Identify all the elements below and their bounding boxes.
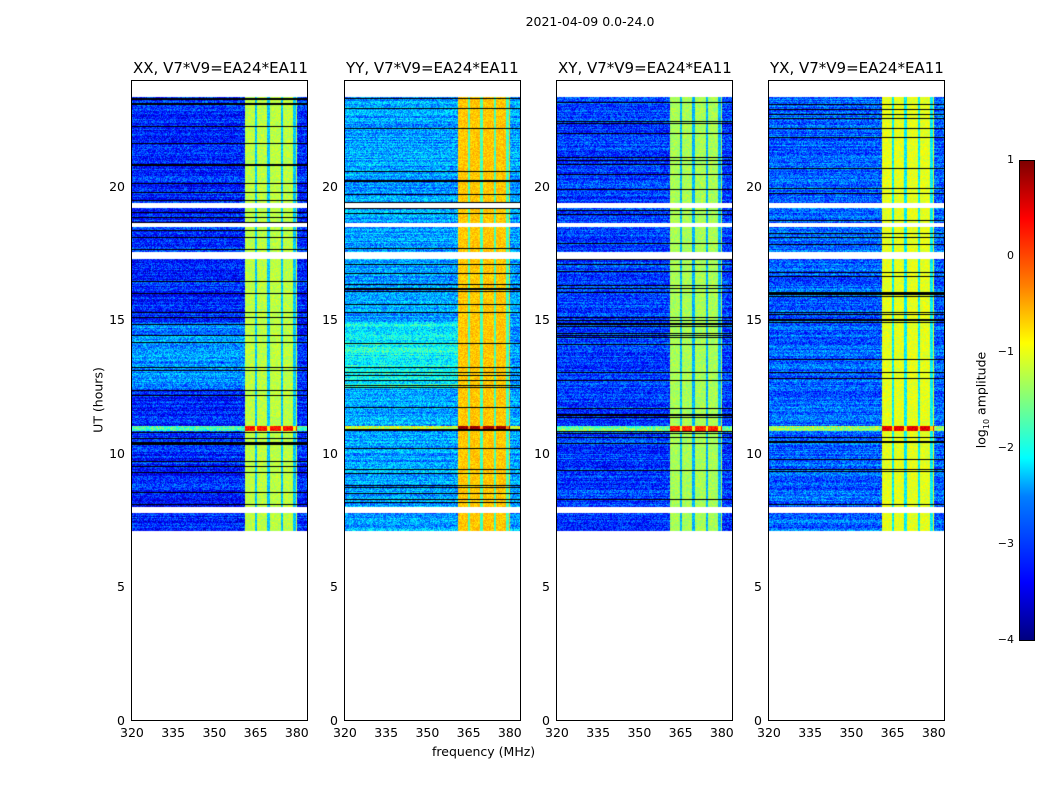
x-tick-label: 320: [757, 725, 781, 740]
spectrogram-heatmap: [769, 81, 944, 720]
panel-title: XX, V7*V9=EA24*EA11: [133, 59, 308, 77]
y-tick-label: 10: [534, 445, 550, 461]
cb-label-rest: amplitude: [973, 351, 989, 419]
colorbar-tick-label: −3: [997, 537, 1014, 550]
colorbar-label: log10 amplitude: [973, 352, 991, 448]
colorbar-tick-label: −1: [997, 345, 1014, 358]
x-tick-label: 365: [668, 725, 693, 740]
x-tick-label: 335: [798, 725, 823, 740]
y-tick-label: 5: [330, 579, 338, 595]
y-tick-label: 0: [542, 713, 550, 728]
spectrogram-heatmap: [557, 81, 732, 720]
x-tick-label: 350: [415, 725, 440, 740]
x-tick-label: 350: [627, 725, 652, 740]
y-tick-label: 5: [542, 579, 550, 595]
panel-axes: [556, 80, 733, 721]
y-tick-label: 20: [534, 178, 550, 194]
y-tick-label: 15: [534, 312, 550, 328]
x-tick-label: 335: [586, 725, 611, 740]
spectrogram-heatmap: [345, 81, 520, 720]
x-tick-label: 380: [921, 725, 946, 740]
y-tick-label: 0: [754, 713, 762, 728]
y-tick-label: 15: [322, 312, 338, 328]
panel-title: XY, V7*V9=EA24*EA11: [558, 59, 732, 77]
x-tick-label: 320: [333, 725, 357, 740]
y-axis-label: UT (hours): [90, 367, 106, 433]
y-tick-label: 20: [109, 178, 125, 194]
y-tick-label: 0: [117, 713, 125, 728]
x-tick-label: 380: [709, 725, 734, 740]
colorbar-tick-label: 0: [1007, 249, 1014, 262]
y-tick-label: 10: [746, 445, 762, 461]
x-axis-label: frequency (MHz): [432, 744, 536, 759]
cb-label-log: log: [973, 429, 989, 449]
spectrogram-heatmap: [132, 81, 307, 720]
y-tick-label: 20: [322, 178, 338, 194]
y-tick-label: 5: [117, 579, 125, 595]
y-tick-label: 15: [746, 312, 762, 328]
y-tick-label: 15: [109, 312, 125, 328]
x-tick-label: 365: [880, 725, 905, 740]
colorbar-tick-label: 1: [1007, 153, 1014, 166]
x-tick-label: 320: [120, 725, 144, 740]
y-tick-label: 0: [330, 713, 338, 728]
panel-axes: [768, 80, 945, 721]
x-tick-label: 335: [374, 725, 399, 740]
figure-title: 2021-04-09 0.0-24.0: [525, 14, 655, 29]
y-tick-label: 10: [109, 445, 125, 461]
x-tick-label: 350: [202, 725, 227, 740]
x-tick-label: 380: [284, 725, 309, 740]
panel-title: YY, V7*V9=EA24*EA11: [346, 59, 519, 77]
y-tick-label: 5: [754, 579, 762, 595]
x-tick-label: 350: [839, 725, 864, 740]
colorbar: [1019, 160, 1035, 641]
colorbar-tick-label: −2: [997, 441, 1014, 454]
x-tick-label: 380: [497, 725, 522, 740]
panel-axes: [131, 80, 308, 721]
panel-axes: [344, 80, 521, 721]
x-tick-label: 335: [161, 725, 186, 740]
x-tick-label: 365: [243, 725, 268, 740]
y-tick-label: 20: [746, 178, 762, 194]
y-tick-label: 10: [322, 445, 338, 461]
panel-title: YX, V7*V9=EA24*EA11: [770, 59, 944, 77]
cb-label-sub: 10: [981, 418, 991, 430]
x-tick-label: 320: [545, 725, 569, 740]
x-tick-label: 365: [456, 725, 481, 740]
colorbar-tick-label: −4: [997, 633, 1014, 646]
